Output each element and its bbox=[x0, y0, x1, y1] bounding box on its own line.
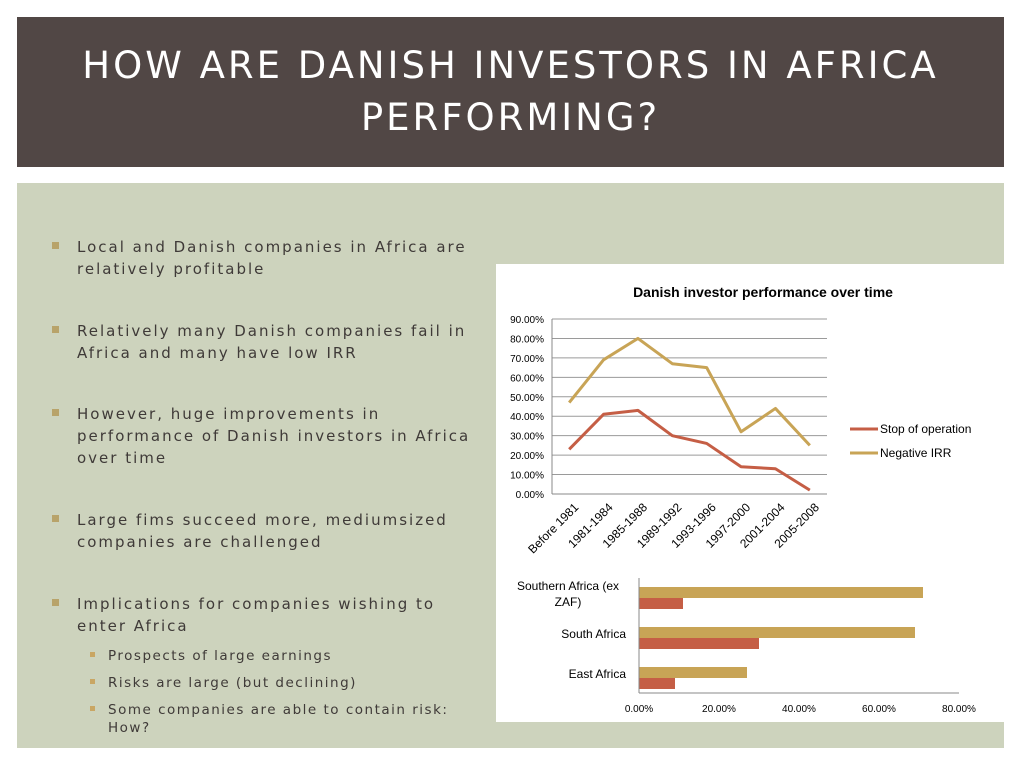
y-tick-label: 20.00% bbox=[510, 451, 544, 462]
x-tick-label: 20.00% bbox=[702, 704, 736, 715]
sub-bullet-text: Some companies are able to contain risk:… bbox=[108, 702, 449, 736]
x-tick-label: 80.00% bbox=[942, 704, 976, 715]
bullet-item: Relatively many Danish companies fail in… bbox=[52, 320, 487, 364]
sub-bullet-text: Prospects of large earnings bbox=[108, 648, 333, 664]
y-tick-label: 70.00% bbox=[510, 354, 544, 365]
sub-bullet-marker-icon bbox=[90, 652, 95, 657]
x-tick-label: 60.00% bbox=[862, 704, 896, 715]
bullet-marker-icon bbox=[52, 242, 59, 249]
line-chart: Danish investor performance over time 0.0… bbox=[510, 284, 971, 556]
title-band: HOW ARE DANISH INVESTORS IN AFRICA PERFO… bbox=[17, 17, 1004, 167]
bullet-item: Local and Danish companies in Africa are… bbox=[52, 236, 487, 280]
bar-chart: Southern Africa (ex ZAF) South Africa East … bbox=[517, 578, 976, 715]
y-tick-label: 80.00% bbox=[510, 334, 544, 345]
y-tick-label: 10.00% bbox=[510, 471, 544, 482]
bullet-marker-icon bbox=[52, 409, 59, 416]
bullet-text: Large fims succeed more, mediumsized com… bbox=[77, 511, 448, 551]
bullet-item: Large fims succeed more, mediumsized com… bbox=[52, 509, 487, 553]
x-tick-label: 0.00% bbox=[625, 704, 653, 715]
sub-bullet-marker-icon bbox=[90, 706, 95, 711]
bar bbox=[639, 678, 675, 689]
sub-bullet-marker-icon bbox=[90, 679, 95, 684]
legend-label: Negative IRR bbox=[880, 446, 952, 460]
bullet-marker-icon bbox=[52, 326, 59, 333]
y-tick-label: 40.00% bbox=[510, 412, 544, 423]
sub-bullet-item: Risks are large (but declining) bbox=[90, 674, 478, 692]
sub-bullet-text: Risks are large (but declining) bbox=[108, 675, 357, 691]
y-tick-label: 60.00% bbox=[510, 373, 544, 384]
bullet-item: Implications for companies wishing to en… bbox=[52, 593, 487, 736]
bullet-text: Relatively many Danish companies fail in… bbox=[77, 322, 467, 362]
bar-chart-panel: Southern Africa (ex ZAF) South Africa East … bbox=[496, 570, 1004, 722]
legend-label: Stop of operation bbox=[880, 422, 971, 436]
category-label: Southern Africa (ex bbox=[517, 579, 619, 593]
sub-bullet-item: Some companies are able to contain risk:… bbox=[90, 701, 478, 737]
line-chart-panel: Danish investor performance over time 0.0… bbox=[496, 264, 1004, 570]
y-tick-label: 30.00% bbox=[510, 432, 544, 443]
bullet-text: Implications for companies wishing to en… bbox=[77, 595, 436, 635]
series-line bbox=[568, 408, 811, 492]
bar bbox=[639, 587, 923, 598]
bullet-text: However, huge improvements in performanc… bbox=[77, 405, 471, 467]
y-tick-label: 90.00% bbox=[510, 315, 544, 326]
series-line bbox=[568, 336, 811, 447]
category-label: ZAF) bbox=[555, 595, 582, 609]
chart-title: Danish investor performance over time bbox=[633, 284, 893, 300]
y-tick-label: 50.00% bbox=[510, 393, 544, 404]
category-label: South Africa bbox=[561, 627, 626, 641]
bullet-marker-icon bbox=[52, 515, 59, 522]
slide-title: HOW ARE DANISH INVESTORS IN AFRICA PERFO… bbox=[82, 44, 939, 139]
bullet-text: Local and Danish companies in Africa are… bbox=[77, 238, 467, 278]
x-tick-label: 40.00% bbox=[782, 704, 816, 715]
y-tick-label: 0.00% bbox=[516, 490, 544, 501]
bar bbox=[639, 638, 759, 649]
bullet-item: However, huge improvements in performanc… bbox=[52, 403, 487, 469]
category-label: East Africa bbox=[569, 667, 627, 681]
bar bbox=[639, 627, 915, 638]
sub-bullet-item: Prospects of large earnings bbox=[90, 647, 478, 665]
bar bbox=[639, 667, 747, 678]
bar bbox=[639, 598, 683, 609]
bullet-marker-icon bbox=[52, 599, 59, 606]
